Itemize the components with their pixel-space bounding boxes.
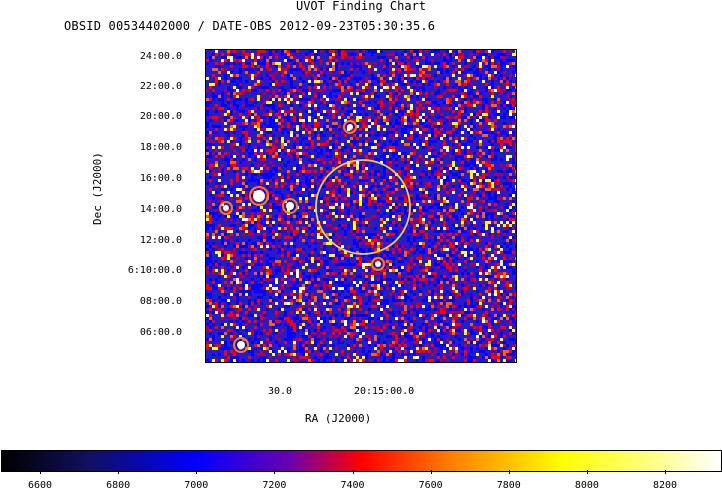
y-tick-label: 18:00.0 <box>140 142 182 154</box>
colorbar-tick-mark <box>196 470 197 474</box>
colorbar-tick-label: 7400 <box>340 480 364 492</box>
colorbar-tick-label: 8200 <box>653 480 677 492</box>
colorbar-tick-label: 8000 <box>575 480 599 492</box>
colorbar-tick-label: 6600 <box>28 480 52 492</box>
y-tick-label: 20:00.0 <box>140 111 182 123</box>
bright-star <box>375 261 381 267</box>
colorbar-tick-label: 7200 <box>262 480 286 492</box>
colorbar-tick-mark <box>509 470 510 474</box>
y-tick-label: 12:00.0 <box>140 235 182 247</box>
colorbar-tick-mark <box>665 470 666 474</box>
colorbar-tick-mark <box>40 470 41 474</box>
y-tick-label: 08:00.0 <box>140 296 182 308</box>
finding-chart-image[interactable] <box>205 49 517 363</box>
y-tick-label: 6:10:00.0 <box>128 265 182 277</box>
y-tick-label: 22:00.0 <box>140 81 182 93</box>
bright-star <box>237 341 245 349</box>
colorbar-tick-mark <box>274 470 275 474</box>
chart-title: UVOT Finding Chart <box>0 0 722 12</box>
colorbar-tick-mark <box>431 470 432 474</box>
y-tick-label: 14:00.0 <box>140 204 182 216</box>
colorbar-tick-label: 7600 <box>419 480 443 492</box>
colorbar-tick-label: 7800 <box>497 480 521 492</box>
observation-subtitle: OBSID 00534402000 / DATE-OBS 2012-09-23T… <box>64 20 435 32</box>
x-tick-label: 30.0 <box>268 386 292 398</box>
colorbar-tick-label: 7000 <box>184 480 208 492</box>
y-axis-label: Dec (J2000) <box>92 152 104 225</box>
y-tick-label: 06:00.0 <box>140 327 182 339</box>
x-axis-label: RA (J2000) <box>305 413 371 425</box>
y-tick-label: 16:00.0 <box>140 173 182 185</box>
colorbar-tick-mark <box>587 470 588 474</box>
colorbar <box>1 450 722 472</box>
colorbar-tick-mark <box>353 470 354 474</box>
bright-star <box>286 202 294 210</box>
sky-image <box>206 50 516 362</box>
y-tick-label: 24:00.0 <box>140 51 182 63</box>
bright-star <box>253 190 265 202</box>
colorbar-tick-mark <box>118 470 119 474</box>
x-tick-label: 20:15:00.0 <box>354 386 414 398</box>
bright-star <box>223 205 229 211</box>
colorbar-tick-label: 6800 <box>106 480 130 492</box>
bright-star <box>347 124 353 130</box>
